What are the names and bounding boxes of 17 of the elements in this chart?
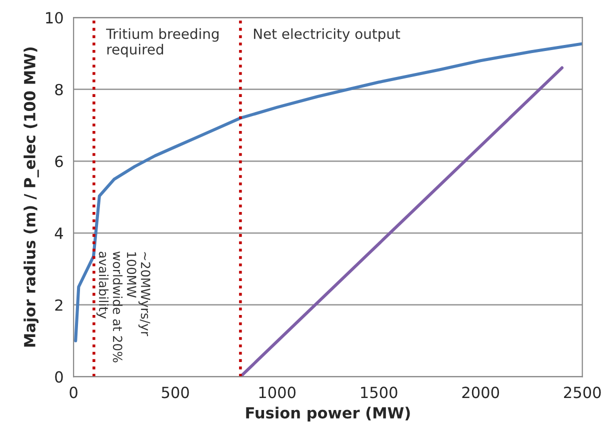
y-axis-title: Major radius (m) / P_elec (100 MW) bbox=[24, 47, 39, 347]
x-tick-label: 2500 bbox=[564, 386, 601, 398]
x-axis-title: Fusion power (MW) bbox=[246, 406, 410, 422]
y-tick-label: 8 bbox=[55, 84, 63, 96]
y-tick-label: 4 bbox=[54, 228, 63, 239]
ref-line-label: Net electricity output bbox=[254, 28, 400, 42]
annotation: ~20MWyrs/yr 100MW worldwide at 20% availability bbox=[96, 252, 150, 362]
x-tick-label: 1000 bbox=[259, 386, 296, 398]
x-tick-label: 2000 bbox=[462, 386, 500, 398]
y-tick-label: 10 bbox=[46, 12, 63, 24]
x-tick-label: 1500 bbox=[361, 386, 398, 398]
x-tick-label: 0 bbox=[70, 386, 78, 398]
y-tick-label: 2 bbox=[55, 299, 62, 311]
y-tick-label: 6 bbox=[55, 156, 63, 168]
x-tick-label: 500 bbox=[162, 386, 189, 398]
ref-line-label: Tritium breeding required bbox=[106, 28, 219, 58]
y-tick-label: 0 bbox=[55, 371, 63, 383]
